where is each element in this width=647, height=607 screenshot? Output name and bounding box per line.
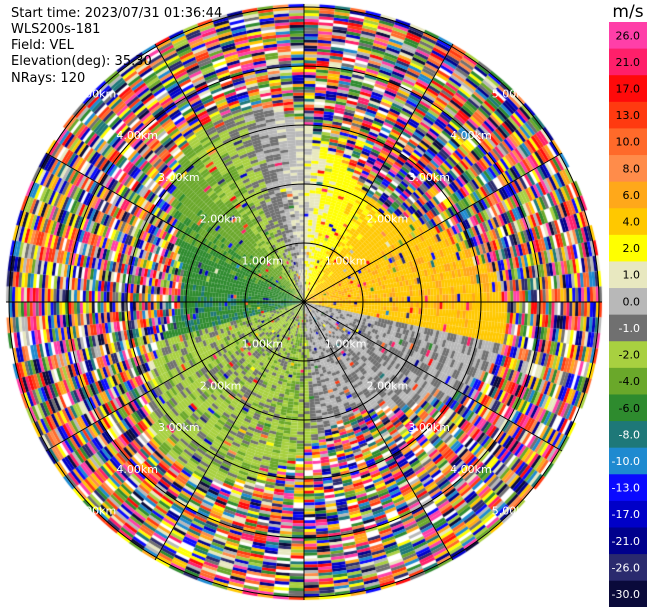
colorbar-tick-label: 17.0 bbox=[616, 83, 641, 96]
colorbar-swatch bbox=[609, 234, 647, 262]
colorbar-tick-label: -26.0 bbox=[612, 561, 640, 574]
nrays-label: NRays: 120 bbox=[11, 71, 86, 86]
colorbar-tick-label: 1.0 bbox=[623, 269, 641, 282]
colorbar-tick-label: 6.0 bbox=[623, 189, 641, 202]
colorbar-swatch bbox=[609, 394, 647, 422]
colorbar-tick-label: -4.0 bbox=[619, 375, 640, 388]
range-ring-label: 4.00km bbox=[116, 463, 158, 476]
colorbar-swatch bbox=[609, 314, 647, 342]
range-ring-label: 5.00km bbox=[75, 87, 117, 100]
colorbar-tick-label: 0.0 bbox=[623, 295, 641, 308]
colorbar-swatch bbox=[609, 155, 647, 183]
colorbar-swatch bbox=[609, 527, 647, 555]
colorbar-swatch bbox=[609, 580, 647, 607]
colorbar-swatch bbox=[609, 447, 647, 475]
colorbar-tick-label: -2.0 bbox=[619, 349, 640, 362]
colorbar-swatch bbox=[609, 22, 647, 50]
colorbar-swatch bbox=[609, 421, 647, 449]
start-time-label: Start time: 2023/07/31 01:36:44 bbox=[11, 6, 223, 21]
colorbar-swatch bbox=[609, 341, 647, 369]
range-ring-label: 5.00km bbox=[492, 87, 534, 100]
range-ring-label: 1.00km bbox=[241, 254, 283, 267]
azimuth-spoke-300 bbox=[45, 152, 305, 303]
range-ring-label: 2.00km bbox=[367, 379, 409, 392]
range-ring-label: 1.00km bbox=[241, 338, 283, 351]
colorbar-swatch bbox=[609, 554, 647, 582]
instrument-label: WLS200s-181 bbox=[11, 22, 101, 37]
range-ring-label: 4.00km bbox=[450, 463, 492, 476]
colorbar-tick-label: -10.0 bbox=[612, 455, 640, 468]
colorbar-swatch bbox=[609, 500, 647, 528]
colorbar-swatch bbox=[609, 367, 647, 395]
azimuth-spoke-210 bbox=[154, 301, 305, 561]
colorbar-tick-label: -8.0 bbox=[619, 428, 640, 441]
colorbar-tick-label: 4.0 bbox=[623, 216, 641, 229]
colorbar-tick-label: -13.0 bbox=[612, 482, 640, 495]
range-ring-label: 1.00km bbox=[325, 338, 367, 351]
azimuth-spoke-150 bbox=[303, 301, 454, 561]
field-label: Field: VEL bbox=[11, 38, 74, 53]
colorbar-tick-label: 8.0 bbox=[623, 162, 641, 175]
colorbar-tick-label: 26.0 bbox=[616, 29, 641, 42]
range-ring-label: 2.00km bbox=[367, 213, 409, 226]
azimuth-spoke-240 bbox=[45, 301, 305, 452]
azimuth-spoke-30 bbox=[303, 43, 454, 303]
colorbar-swatch bbox=[609, 288, 647, 316]
range-ring-label: 5.00km bbox=[75, 505, 117, 518]
colorbar-swatch bbox=[609, 48, 647, 76]
colorbar-tick-label: -17.0 bbox=[612, 508, 640, 521]
range-ring-label: 4.00km bbox=[116, 129, 158, 142]
colorbar-swatch bbox=[609, 261, 647, 289]
colorbar-swatch bbox=[609, 101, 647, 129]
colorbar-tick-label: -30.0 bbox=[612, 588, 640, 601]
range-ring-label: 3.00km bbox=[408, 421, 450, 434]
colorbar-tick-label: -1.0 bbox=[619, 322, 640, 335]
elevation-label: Elevation(deg): 35.30 bbox=[11, 54, 152, 69]
range-ring-label: 1.00km bbox=[325, 254, 367, 267]
range-ring-label: 5.00km bbox=[492, 505, 534, 518]
range-ring-label: 2.00km bbox=[200, 213, 242, 226]
colorbar-swatch bbox=[609, 208, 647, 236]
colorbar-tick-label: 10.0 bbox=[616, 136, 641, 149]
range-ring-label: 3.00km bbox=[408, 171, 450, 184]
colorbar-tick-label: 13.0 bbox=[616, 109, 641, 122]
colorbar-tick-label: 2.0 bbox=[623, 242, 641, 255]
colorbar-swatch bbox=[609, 75, 647, 103]
colorbar-tick-label: 21.0 bbox=[616, 56, 641, 69]
azimuth-spoke-330 bbox=[154, 43, 305, 303]
colorbar-tick-label: -21.0 bbox=[612, 535, 640, 548]
colorbar-swatch bbox=[609, 474, 647, 502]
colorbar-unit-label: m/s bbox=[612, 2, 643, 22]
colorbar-tick-label: -6.0 bbox=[619, 402, 640, 415]
azimuth-spoke-60 bbox=[303, 152, 563, 303]
colorbar-swatch bbox=[609, 181, 647, 209]
range-ring-label: 3.00km bbox=[158, 421, 200, 434]
range-ring-label: 2.00km bbox=[200, 379, 242, 392]
range-ring-label: 4.00km bbox=[450, 129, 492, 142]
colorbar-swatch bbox=[609, 128, 647, 156]
azimuth-spoke-120 bbox=[303, 301, 563, 452]
range-ring-label: 3.00km bbox=[158, 171, 200, 184]
